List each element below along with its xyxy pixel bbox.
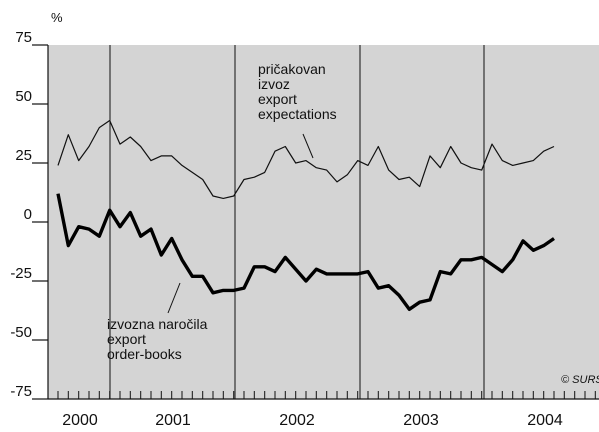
expectations-label-line-1: pričakovan: [258, 61, 326, 77]
credit-label: © SURS: [561, 374, 599, 386]
order-books-label: izvozna naročila export order-books: [107, 316, 211, 362]
expectations-label-line-2: izvoz: [258, 76, 290, 92]
plot-background: [48, 45, 599, 399]
x-year-label: 2000: [62, 412, 98, 429]
y-tick-label: 25: [15, 147, 32, 164]
order-books-label-line-1: izvozna naročila: [107, 316, 208, 332]
order-books-label-line-3: order-books: [107, 346, 182, 362]
x-year-label: 2001: [155, 412, 191, 429]
series-lines: [56, 119, 555, 311]
x-year-label: 2004: [527, 412, 563, 429]
x-year-label: 2003: [403, 412, 439, 429]
year-grid: [109, 45, 485, 399]
expectations-leader-line: [302, 133, 314, 159]
y-tick-label: 75: [15, 29, 32, 46]
order-books-label-line-2: export: [107, 331, 146, 347]
y-tick-label: -50: [10, 324, 32, 341]
y-tick-label: 0: [24, 206, 32, 223]
y-axis: 75 50 25 0 -25 -50 -75: [10, 29, 49, 400]
x-year-label: 2002: [279, 412, 315, 429]
expectations-label: pričakovan izvoz export expectations: [258, 61, 337, 122]
expectations-label-line-4: expectations: [258, 106, 337, 122]
y-tick-label: -75: [10, 383, 32, 400]
x-axis: 2000 2001 2002 2003 2004: [48, 391, 599, 429]
y-tick-label: 50: [15, 88, 32, 105]
unit-label: %: [51, 10, 63, 25]
y-tick-label: -25: [10, 265, 32, 282]
expectations-label-line-3: export: [258, 91, 297, 107]
order-books-leader-line: [167, 282, 181, 314]
